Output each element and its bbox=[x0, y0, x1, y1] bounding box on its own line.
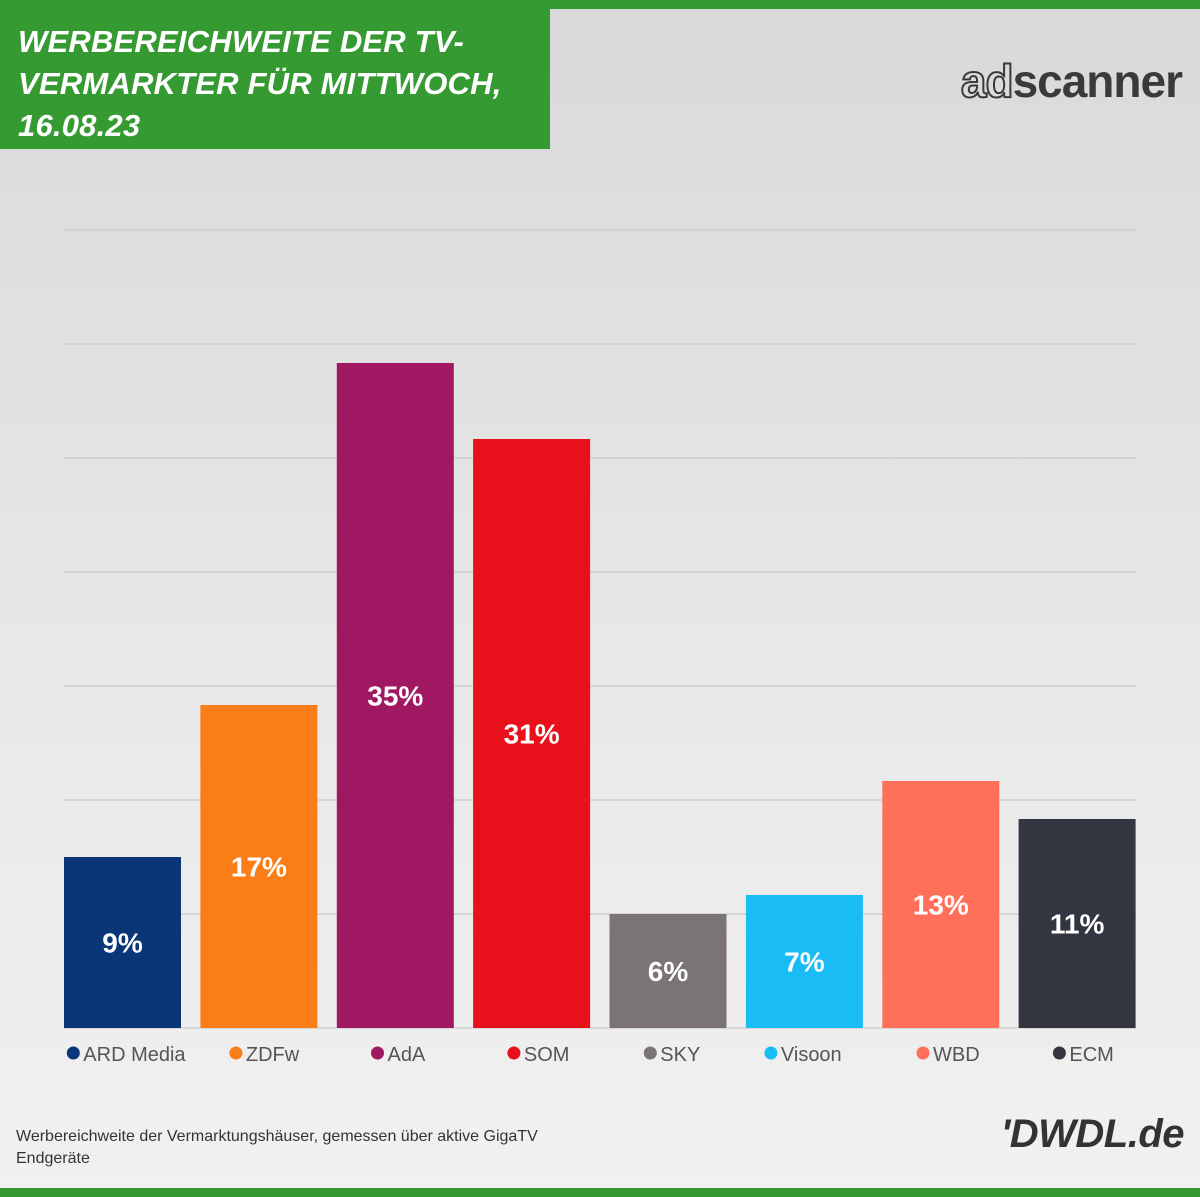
footnote-line-2: Endgeräte bbox=[16, 1150, 90, 1167]
category-label-som: SOM bbox=[524, 1044, 570, 1066]
title-box: WERBEREICHWEITE DER TV- VERMARKTER FÜR M… bbox=[0, 9, 550, 149]
category-label-sky: SKY bbox=[660, 1044, 700, 1066]
data-label-ada: 35% bbox=[367, 681, 423, 712]
data-label-sky: 6% bbox=[648, 956, 689, 987]
legend-marker-visoon bbox=[764, 1046, 778, 1060]
data-label-som: 31% bbox=[504, 719, 560, 750]
data-label-zdfw: 17% bbox=[231, 852, 287, 883]
footnote: Werbereichweite der Vermarktungshäuser, … bbox=[16, 1126, 616, 1170]
chart-title-line-2: VERMARKTER FÜR MITTWOCH, bbox=[18, 66, 502, 101]
footnote-line-1: Werbereichweite der Vermarktungshäuser, … bbox=[16, 1128, 538, 1145]
chart-title-line-1: WERBEREICHWEITE DER TV- bbox=[18, 24, 465, 59]
bar-wbd bbox=[882, 781, 1000, 1028]
dwdl-logo: 'DWDL.de bbox=[1000, 1112, 1185, 1156]
bar-sky bbox=[609, 914, 727, 1028]
legend-marker-ard-media bbox=[66, 1046, 80, 1060]
legend-marker-som bbox=[507, 1046, 521, 1060]
chart-title: WERBEREICHWEITE DER TV- VERMARKTER FÜR M… bbox=[18, 21, 532, 147]
category-label-ecm: ECM bbox=[1069, 1044, 1113, 1066]
bar-ard-media bbox=[64, 857, 181, 1028]
adscanner-logo-prefix: ad bbox=[960, 55, 1015, 107]
data-label-visoon: 7% bbox=[784, 947, 825, 978]
category-label-wbd: WBD bbox=[933, 1044, 980, 1066]
bar-zdfw bbox=[200, 705, 318, 1028]
bar-ada bbox=[336, 363, 454, 1028]
adscanner-logo-suffix: scanner bbox=[1012, 55, 1183, 107]
adscanner-logo: adscanner bbox=[960, 55, 1183, 107]
bar-chart: 9% ARD Media 17% ZDFw 35% AdA 31% SOM 6% SKY 7% Vis… bbox=[64, 229, 1136, 1066]
legend-marker-ada bbox=[371, 1046, 384, 1060]
bar-visoon bbox=[745, 895, 863, 1028]
legend-marker-sky bbox=[643, 1046, 657, 1060]
legend-marker-ecm bbox=[1052, 1046, 1066, 1060]
data-label-ecm: 11% bbox=[1050, 909, 1105, 940]
bottom-accent-bar bbox=[0, 1188, 1200, 1197]
category-label-zdfw: ZDFw bbox=[246, 1044, 300, 1066]
legend-marker-wbd bbox=[916, 1046, 930, 1060]
chart-title-line-3: 16.08.23 bbox=[18, 108, 141, 143]
bar-som bbox=[473, 439, 591, 1028]
data-label-wbd: 13% bbox=[913, 890, 969, 921]
bar-ecm bbox=[1018, 819, 1136, 1028]
category-label-visoon: Visoon bbox=[781, 1044, 842, 1066]
data-label-ard-media: 9% bbox=[102, 928, 143, 959]
top-accent-bar bbox=[0, 0, 1200, 9]
category-label-ard-media: ARD Media bbox=[83, 1044, 186, 1066]
legend-marker-zdfw bbox=[229, 1046, 243, 1060]
category-label-ada: AdA bbox=[388, 1044, 426, 1066]
